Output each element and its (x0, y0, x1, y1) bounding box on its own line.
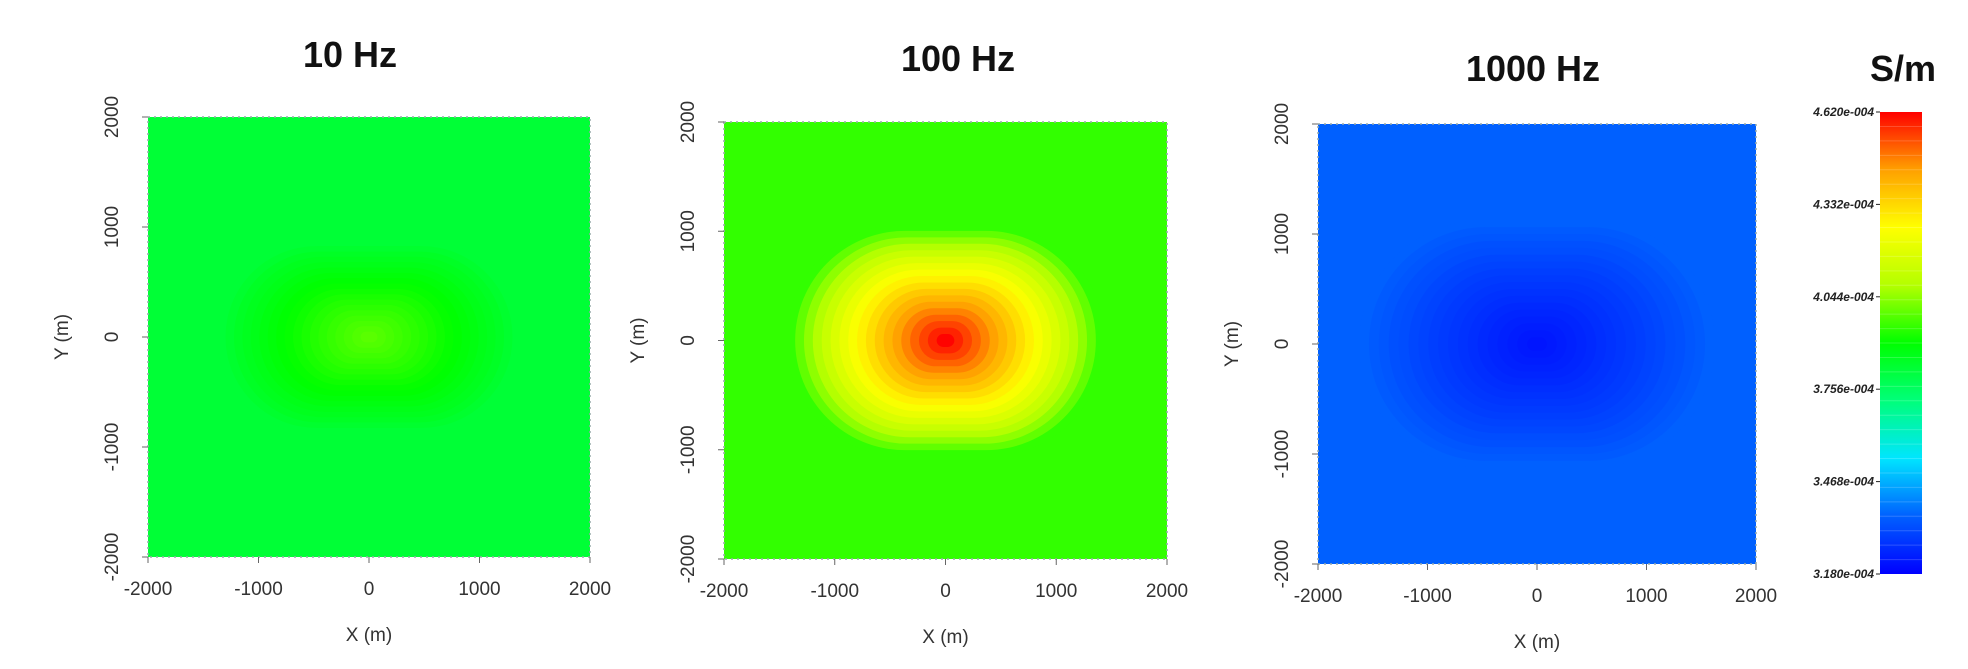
x-tick-label: -1000 (1403, 586, 1452, 607)
heatmap-contour (1527, 337, 1547, 351)
y-tick-label: -1000 (102, 423, 123, 472)
heatmap-panel-2: -2000 -1000 0 1000 2000 2000 1000 0 -1000 -2000 X … (628, 101, 1188, 648)
y-tick-label: 2000 (102, 96, 123, 138)
colorbar-tick-label: 3.180e-004 (1813, 567, 1874, 581)
x-axis-label: X (m) (1514, 632, 1560, 653)
x-axis-label: X (m) (346, 625, 392, 646)
panel-title-100hz: 100 Hz (900, 38, 1016, 79)
panel-title-10hz: 10 Hz (302, 34, 398, 75)
y-tick-label: -2000 (1272, 540, 1293, 589)
colorbar-gradient (1880, 112, 1922, 574)
x-tick-label: 1000 (458, 579, 500, 600)
colorbar-unit-label: S/m (1869, 48, 1937, 89)
heatmap-panel-3: -2000 -1000 0 1000 2000 2000 1000 0 -1000 -2000 X … (1222, 103, 1777, 653)
y-tick-label: -2000 (678, 535, 699, 584)
x-tick-label: -2000 (1294, 586, 1343, 607)
heatmap-panel-1: -2000 -1000 0 1000 2000 2000 1000 0 -1000 -2000 X … (52, 96, 611, 646)
colorbar-tick-label: 3.756e-004 (1813, 382, 1874, 396)
y-tick-label: 1000 (102, 206, 123, 248)
y-tick-label: 2000 (1272, 103, 1293, 145)
y-tick-label: -2000 (102, 533, 123, 582)
y-tick-label: 1000 (678, 210, 699, 252)
x-tick-label: -2000 (700, 581, 749, 602)
y-tick-label: -1000 (1272, 430, 1293, 479)
x-tick-label: 0 (364, 579, 375, 600)
y-tick-label: 2000 (678, 101, 699, 143)
x-tick-label: -1000 (810, 581, 859, 602)
heatmap-contour (936, 334, 955, 347)
plot-frame (723, 121, 1168, 560)
y-tick-label: 0 (1272, 339, 1293, 350)
y-tick-label: 0 (678, 335, 699, 346)
colorbar-tick-label: 3.468e-004 (1813, 475, 1874, 489)
colorbar: 4.620e-004 4.332e-004 4.044e-004 3.756e-004… (1812, 105, 1922, 581)
x-tick-label: 0 (1532, 586, 1543, 607)
y-axis-label: Y (m) (1222, 321, 1243, 367)
colorbar-tick-label: 4.044e-004 (1812, 290, 1874, 304)
x-tick-label: 2000 (1735, 586, 1777, 607)
x-tick-label: 2000 (1146, 581, 1188, 602)
x-axis-label: X (m) (922, 627, 968, 648)
panel-title-1000hz: 1000 Hz (1465, 48, 1601, 89)
y-axis-label: Y (m) (52, 314, 73, 360)
colorbar-tick-label: 4.620e-004 (1812, 105, 1874, 119)
y-tick-label: -1000 (678, 425, 699, 474)
y-tick-label: 0 (102, 332, 123, 343)
colorbar-tick-label: 4.332e-004 (1812, 197, 1874, 211)
x-tick-label: 1000 (1625, 586, 1667, 607)
x-tick-label: 2000 (569, 579, 611, 600)
y-axis-label: Y (m) (628, 317, 649, 363)
x-tick-label: -2000 (124, 579, 173, 600)
x-tick-label: 1000 (1035, 581, 1077, 602)
y-tick-label: 1000 (1272, 213, 1293, 255)
x-tick-label: -1000 (234, 579, 283, 600)
x-tick-label: 0 (940, 581, 951, 602)
heatmap-contour (360, 331, 378, 343)
